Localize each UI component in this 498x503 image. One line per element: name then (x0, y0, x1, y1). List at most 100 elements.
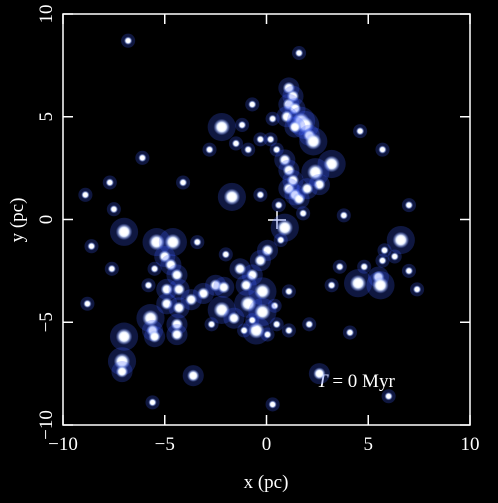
star-core (188, 296, 195, 303)
star-core (362, 264, 367, 269)
star-core (234, 141, 238, 146)
star-core (286, 185, 292, 192)
star-core (190, 372, 197, 379)
star-core (341, 213, 346, 218)
star-core (151, 333, 158, 340)
star-core (85, 301, 90, 306)
star-core (237, 265, 243, 272)
x-axis-label: x (pc) (244, 472, 289, 493)
star-core (286, 289, 291, 294)
star-core (348, 330, 352, 335)
star-core (167, 261, 174, 268)
star-core (118, 357, 126, 366)
star-core (174, 272, 180, 278)
star-core (311, 168, 320, 177)
star-core (301, 211, 306, 216)
star-core (386, 394, 391, 399)
star-core (281, 157, 288, 163)
star-core (286, 328, 291, 333)
star-core (161, 253, 168, 260)
y-tick-label: 5 (36, 112, 57, 122)
star-core (316, 370, 323, 377)
star-core (307, 322, 312, 327)
star-core (276, 203, 281, 208)
star-core (244, 299, 253, 308)
star-core (286, 167, 292, 174)
star-core (174, 321, 180, 328)
stars (78, 33, 425, 412)
star-core (200, 290, 207, 297)
star-core (270, 402, 275, 407)
star-core (329, 283, 334, 288)
star-core (126, 38, 131, 43)
star-core (264, 247, 271, 254)
star-core (120, 227, 128, 236)
star-core (176, 286, 182, 293)
star-core (209, 322, 214, 327)
star-core (207, 147, 212, 152)
star-core (415, 287, 420, 292)
star-core (290, 177, 296, 184)
star-core (382, 248, 387, 253)
star-core (274, 147, 279, 152)
star-core (109, 266, 114, 271)
star-core (240, 123, 244, 127)
star-core (292, 105, 298, 112)
star-core (280, 223, 289, 232)
star-core (252, 326, 261, 335)
star-core (152, 238, 161, 246)
star-core (358, 129, 363, 134)
star-core (257, 257, 264, 264)
star-core (217, 123, 226, 131)
star-core (278, 238, 283, 242)
star-core (217, 306, 226, 314)
x-tick-label: −5 (155, 434, 175, 455)
star-core (119, 368, 125, 375)
star-core (231, 315, 237, 322)
star-core (83, 192, 88, 197)
star-core (380, 258, 385, 263)
star-core (380, 147, 385, 152)
star-core (407, 268, 411, 273)
star-core (223, 252, 228, 257)
star-core (246, 147, 251, 152)
star-core (258, 137, 263, 142)
star-core (212, 282, 219, 289)
star-core (228, 193, 236, 201)
star-core (140, 155, 145, 160)
star-core (150, 400, 155, 405)
star-core (169, 238, 177, 246)
y-tick-label: −5 (36, 312, 57, 332)
star-core (337, 264, 342, 269)
star-core (89, 244, 94, 249)
star-core (176, 304, 182, 311)
star-core (407, 203, 411, 208)
star-core (274, 322, 279, 327)
star-core (243, 282, 250, 289)
star-core (296, 196, 302, 202)
star-core (258, 192, 263, 197)
star-core (396, 236, 405, 244)
star-core (250, 318, 255, 323)
star-core (297, 51, 301, 55)
x-tick-label: 5 (364, 434, 374, 455)
star-core (316, 181, 323, 188)
y-tick-label: 0 (36, 215, 57, 225)
star-core (146, 314, 155, 322)
star-core (327, 160, 336, 168)
x-tick-label: −10 (48, 434, 78, 455)
star-core (181, 180, 185, 185)
star-core (258, 308, 267, 316)
star-core (290, 93, 296, 100)
star-core (174, 331, 180, 338)
star-core (283, 113, 290, 120)
star-core (292, 124, 298, 130)
star-core (146, 283, 151, 288)
star-core (270, 116, 275, 121)
star-core (304, 185, 311, 192)
star-core (301, 121, 310, 129)
star-core (111, 207, 116, 212)
y-tick-label: 10 (36, 5, 57, 24)
